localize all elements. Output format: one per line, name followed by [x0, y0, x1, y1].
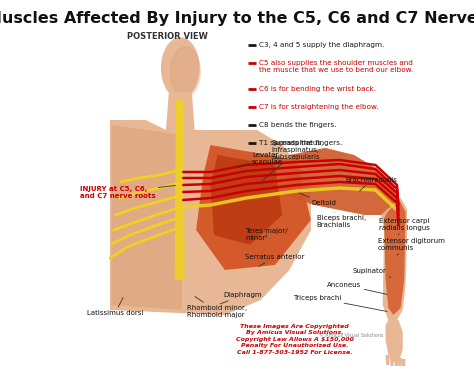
Text: T1 spreads the fingers.: T1 spreads the fingers.	[259, 140, 343, 146]
Text: C5 also supplies the shoulder muscles and
the muscle that we use to bend our elb: C5 also supplies the shoulder muscles an…	[259, 60, 413, 74]
Polygon shape	[398, 358, 402, 366]
Polygon shape	[286, 148, 397, 215]
Polygon shape	[174, 100, 184, 280]
Text: Serratus anterior: Serratus anterior	[245, 254, 304, 266]
Text: Supinator: Supinator	[353, 268, 391, 277]
Polygon shape	[111, 125, 182, 310]
Text: Latissimus dorsi: Latissimus dorsi	[87, 298, 144, 316]
Text: Muscles Affected By Injury to the C5, C6 and C7 Nerves: Muscles Affected By Injury to the C5, C6…	[0, 11, 474, 26]
Text: C3, 4 and 5 supply the diaphragm.: C3, 4 and 5 supply the diaphragm.	[259, 42, 384, 48]
Text: Brachioradialis: Brachioradialis	[346, 177, 397, 191]
Polygon shape	[401, 359, 406, 366]
Text: Extensor carpi
radialis longus: Extensor carpi radialis longus	[379, 218, 430, 235]
Text: Deltoid: Deltoid	[299, 193, 336, 206]
Text: Anconeus: Anconeus	[328, 282, 387, 294]
Text: Supraspinatus,
Infraspinatus,
Subscapularis: Supraspinatus, Infraspinatus, Subscapula…	[263, 140, 324, 180]
Text: C8 bends the fingers.: C8 bends the fingers.	[259, 122, 337, 128]
Text: C6 is for bending the wrist back.: C6 is for bending the wrist back.	[259, 86, 376, 92]
Text: C7 is for straightening the elbow.: C7 is for straightening the elbow.	[259, 104, 379, 110]
Polygon shape	[196, 145, 311, 270]
Polygon shape	[381, 198, 408, 320]
Polygon shape	[385, 355, 390, 365]
Polygon shape	[286, 148, 397, 215]
Polygon shape	[210, 155, 282, 245]
Text: Teres major/
minor: Teres major/ minor	[245, 228, 288, 241]
Text: Extensor digitorum
communis: Extensor digitorum communis	[378, 238, 445, 255]
Text: These Images Are Copyrighted
By Amicus Visual Solutions.
Copyright Law Allows A : These Images Are Copyrighted By Amicus V…	[236, 324, 354, 355]
Text: Triceps brachi: Triceps brachi	[293, 295, 387, 311]
Text: POSTERIOR VIEW: POSTERIOR VIEW	[127, 32, 208, 41]
Text: Biceps brachi,
Brachialis: Biceps brachi, Brachialis	[317, 212, 366, 228]
Text: © Amicus Visual Solutions: © Amicus Visual Solutions	[319, 333, 383, 338]
Text: Levator
scapulae: Levator scapulae	[237, 152, 283, 167]
Ellipse shape	[170, 47, 201, 97]
Text: Rhomboid minor,
Rhomboid major: Rhomboid minor, Rhomboid major	[188, 296, 247, 318]
Polygon shape	[110, 120, 311, 315]
Ellipse shape	[162, 38, 199, 98]
Polygon shape	[394, 357, 399, 366]
Text: Diaphragm: Diaphragm	[220, 292, 262, 304]
Text: INJURY at C5, C6,
and C7 nerve roots: INJURY at C5, C6, and C7 nerve roots	[80, 185, 175, 199]
Polygon shape	[390, 356, 394, 366]
Polygon shape	[384, 200, 406, 315]
Polygon shape	[385, 320, 403, 362]
Polygon shape	[166, 92, 195, 130]
